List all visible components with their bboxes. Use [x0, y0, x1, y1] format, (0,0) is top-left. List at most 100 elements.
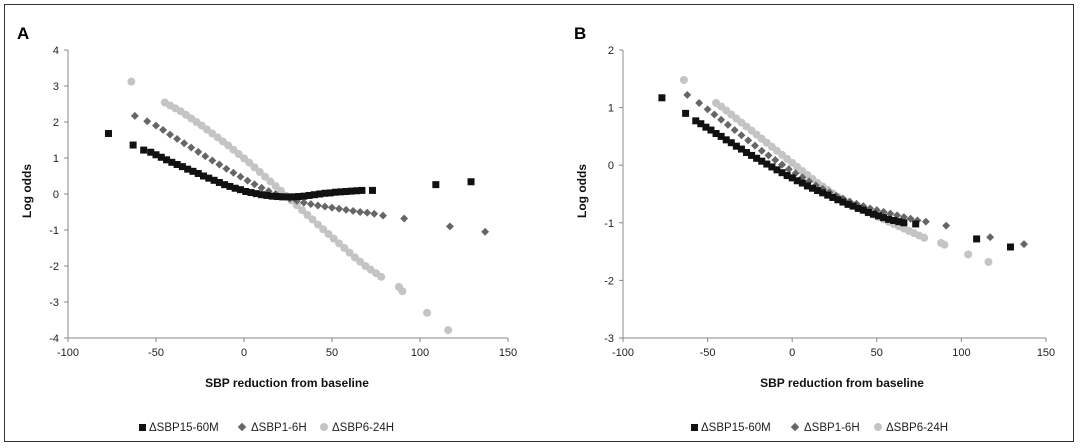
panel-a-series-3-point	[340, 244, 349, 252]
panel-b-series-1-point	[890, 216, 898, 224]
panel-b-series-1-point	[658, 94, 666, 102]
panel-b-y-tick-label: 1	[608, 103, 614, 115]
panel-a-y-tick-label: 4	[53, 45, 59, 57]
panel-a-series-1-point	[268, 192, 276, 200]
panel-a-series-3-point	[313, 220, 322, 229]
panel-a-series-1-point	[210, 176, 218, 184]
panel-a-series-2-point	[342, 205, 351, 214]
panel-b-series-1-point	[732, 142, 740, 150]
panel-b-series-1-point	[748, 151, 756, 159]
panel-b-series-1-point	[778, 169, 786, 177]
panel-a-y-tick-label: -3	[49, 297, 59, 309]
panel-b-x-tick-label: 100	[952, 347, 970, 359]
panel-b-series-2-point	[1020, 240, 1028, 249]
panel-a-series-3-point	[444, 326, 453, 335]
panel-a-series-2-point	[313, 201, 322, 210]
panel-b-series-1-point	[737, 145, 745, 153]
panel-a-series-1-point	[247, 189, 255, 197]
panel-b-series-1-point	[973, 235, 981, 243]
panel-a-series-2-point	[222, 164, 231, 173]
panel-a-series-1-point	[189, 167, 197, 175]
panel-a-y-tick-label: 2	[53, 117, 59, 129]
panel-a-series-1-point	[140, 146, 148, 154]
panel-b-series-1-point	[839, 198, 847, 206]
panel-b-series-1-point	[859, 206, 867, 214]
panel-b-y-tick-label: 0	[608, 160, 614, 172]
panel-a-series-2-point	[173, 134, 182, 143]
panel-a-series-1-point	[279, 193, 287, 201]
panel-a-series-2-point	[299, 198, 308, 207]
panel-a-series-3-point	[335, 239, 344, 248]
panel-a-series-1-point	[316, 190, 324, 198]
panel-a-series-1-point	[157, 153, 165, 161]
panel-a-series-1-point	[347, 187, 355, 195]
panel-a-series-2-point	[194, 147, 203, 156]
panel-b-series-1-point	[819, 189, 827, 197]
panel-a-series-2-point	[180, 139, 189, 148]
panel-a-series-1-point	[236, 186, 244, 194]
panel-b-y-tick-label: -3	[604, 333, 614, 345]
panel-b-series-1-point	[722, 136, 730, 144]
panel-b-series-2-point	[771, 156, 780, 164]
panel-b-series-3-point	[964, 250, 973, 259]
panel-a-legend-label-1: ΔSBP15-60M	[149, 422, 219, 434]
panel-a-series-3-point	[229, 145, 238, 154]
panel-a-series-1-point	[326, 189, 334, 197]
panel-a-series-1-point	[358, 186, 366, 194]
panel-a-x-tick-label: 0	[241, 347, 247, 359]
panel-b-series-2-point	[921, 217, 930, 226]
panel-a-series-2-point	[349, 206, 358, 215]
panel-b-plot: -100 -50 0 50 100 150 -3 -2 -1 0 1 2	[604, 45, 1055, 359]
panel-a-series-1-point	[284, 193, 292, 201]
panel-a-series-3-point	[308, 215, 317, 224]
panel-a-series-1-point	[242, 187, 250, 195]
panel-b-legend-marker-2	[790, 422, 800, 432]
panel-a-series-2-point	[243, 176, 252, 185]
panel-a-series-3-point	[356, 257, 365, 266]
panel-b-series-2-point	[942, 221, 951, 230]
panel-b-series-1-point	[692, 117, 700, 125]
panel-a-series-1-point	[163, 156, 171, 164]
panel-b-legend-label-3: ΔSBP6-24H	[886, 422, 948, 434]
panel-a-x-tick-label: -100	[57, 347, 79, 359]
panel-a-x-tick-label: -50	[148, 347, 164, 359]
panel-b-series-1-point	[809, 184, 817, 192]
panel-a-y-tick-label: 3	[53, 81, 59, 93]
panel-a-series-1-point	[205, 174, 213, 182]
panel-b-series-2-point	[737, 131, 746, 140]
panel-a-series-3-point	[319, 225, 328, 234]
panel-b-series-1-point	[885, 215, 893, 223]
panel-a-series-1-point	[215, 178, 223, 186]
panel-b-series-2-point	[764, 151, 773, 160]
panel-a-series-2-point	[201, 152, 210, 161]
panel-a-series-1-point	[173, 160, 181, 168]
panel-b-legend: ΔSBP15-60M ΔSBP1-6H ΔSBP6-24H	[691, 422, 948, 434]
panel-a-legend-label-3: ΔSBP6-24H	[332, 422, 394, 434]
panel-a-y-tick-label: -2	[49, 261, 59, 273]
panel-a-series-1-point	[221, 181, 229, 189]
panel-a-series-2-point	[159, 125, 167, 134]
panel-b-series-1-point	[788, 174, 796, 182]
panel-b-x-tick-label: 150	[1037, 347, 1055, 359]
panel-a-series-3-point	[292, 201, 301, 210]
panel-a-series-1-point	[263, 191, 271, 199]
panel-b-series-2-point	[723, 120, 732, 129]
panel-b-series-1-point	[864, 208, 872, 216]
panel-a-series-1-point	[178, 163, 186, 171]
panel-a-series-1-point	[104, 130, 112, 138]
panel-b-series-2-point	[683, 90, 692, 99]
panel-a-y-tick-label: -1	[49, 225, 59, 237]
panel-a-series-1-point	[337, 188, 345, 196]
panel-a-series-1-point	[152, 151, 160, 159]
panel-b-legend-label-1: ΔSBP15-60M	[701, 422, 771, 434]
panel-a-series-3-point	[224, 141, 233, 150]
panel-a-legend-label-2: ΔSBP1-6H	[251, 422, 307, 434]
panel-b-y-tick-label: 2	[608, 45, 614, 57]
panel-b-legend-label-2: ΔSBP1-6H	[804, 422, 860, 434]
panel-b-series-1-point	[717, 132, 725, 140]
panel-a-series-3-point	[261, 172, 270, 181]
panel-a-series-1-point	[129, 141, 137, 149]
panel-b-series-1-point	[753, 154, 761, 162]
panel-b-series-1-point	[712, 130, 720, 138]
panel-b-series-2-point	[886, 209, 895, 218]
